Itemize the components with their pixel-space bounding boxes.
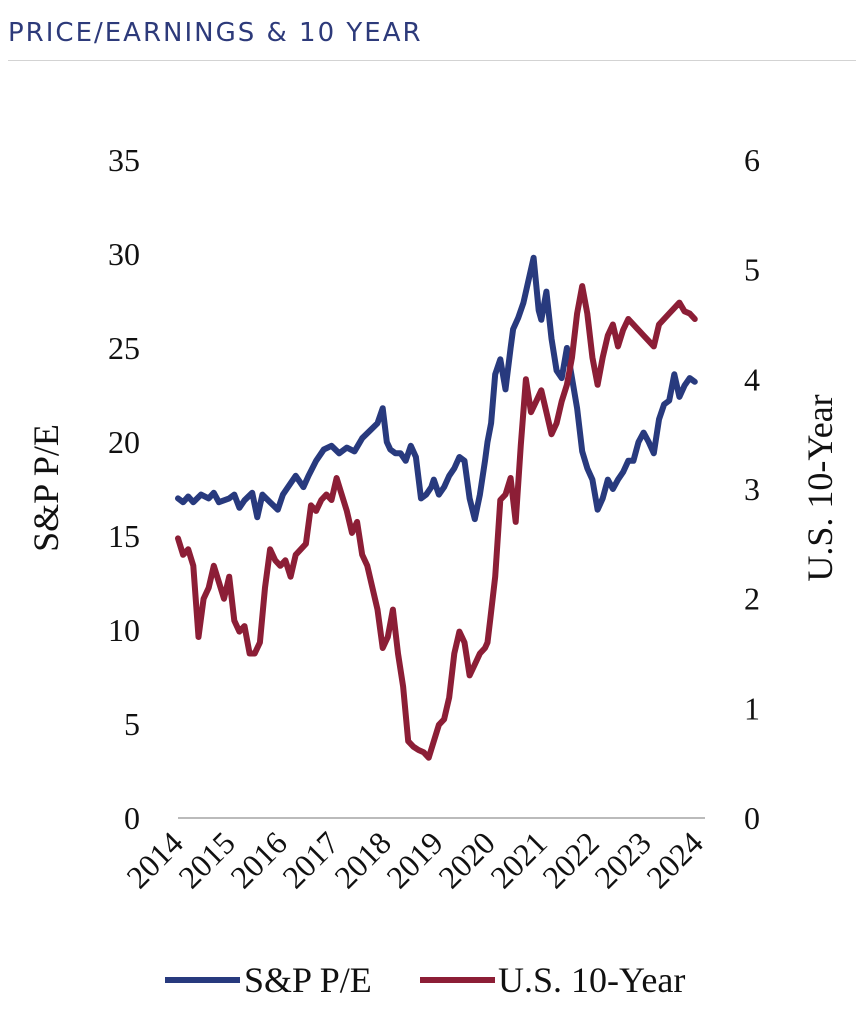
y-axis-ticks: 0 5 10 15 20 25 30 35 xyxy=(108,142,140,836)
x-tick-label: 2024 xyxy=(639,824,710,895)
x-tick-label: 2015 xyxy=(171,824,242,895)
legend: S&P P/E U.S. 10-Year xyxy=(165,960,685,1000)
y-tick-label: 30 xyxy=(108,236,140,272)
x-tick-label: 2022 xyxy=(535,824,606,895)
y2-tick-label: 1 xyxy=(744,690,760,726)
y-tick-label: 10 xyxy=(108,612,140,648)
legend-label-sp-pe: S&P P/E xyxy=(244,960,372,1000)
y2-axis-ticks: 0 1 2 3 4 5 6 xyxy=(744,142,760,836)
y-tick-label: 25 xyxy=(108,330,140,366)
y-axis-label: S&P P/E xyxy=(26,424,66,552)
y-tick-label: 20 xyxy=(108,424,140,460)
y2-tick-label: 5 xyxy=(744,252,760,288)
title-divider xyxy=(8,60,856,61)
page-title: PRICE/EARNINGS & 10 YEAR xyxy=(8,18,423,48)
y2-tick-label: 3 xyxy=(744,471,760,507)
series-line-us-10-year xyxy=(175,283,698,761)
x-tick-label: 2017 xyxy=(275,824,346,895)
y2-tick-label: 6 xyxy=(744,142,760,178)
y2-tick-label: 4 xyxy=(744,361,760,397)
x-tick-label: 2016 xyxy=(223,824,294,895)
y-tick-label: 5 xyxy=(124,706,140,742)
x-tick-label: 2021 xyxy=(483,824,554,895)
x-tick-label: 2020 xyxy=(431,824,502,895)
x-axis-ticks: 2014201520162017201820192020202120222023… xyxy=(119,824,710,895)
y2-tick-label: 2 xyxy=(744,581,760,617)
x-tick-label: 2023 xyxy=(587,824,658,895)
x-tick-label: 2018 xyxy=(327,824,398,895)
y-tick-label: 15 xyxy=(108,518,140,554)
y-tick-label: 35 xyxy=(108,142,140,178)
x-tick-label: 2019 xyxy=(379,824,450,895)
y-tick-label: 0 xyxy=(124,800,140,836)
legend-label-us-10-year: U.S. 10-Year xyxy=(498,960,685,1000)
y2-tick-label: 0 xyxy=(744,800,760,836)
y2-axis-label: U.S. 10-Year xyxy=(800,394,840,581)
series-line-sp-pe xyxy=(175,254,698,523)
